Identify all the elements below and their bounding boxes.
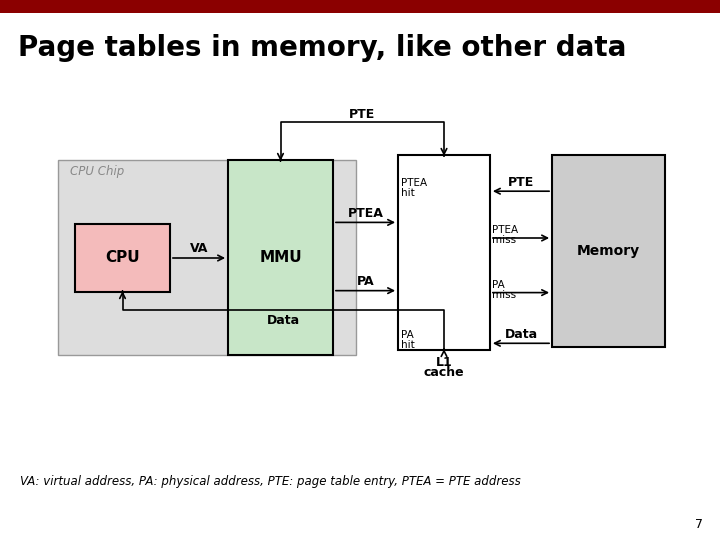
Bar — [75, 224, 170, 292]
Text: VA: virtual address, PA: physical address, PTE: page table entry, PTEA = PTE add: VA: virtual address, PA: physical addres… — [20, 476, 521, 489]
Text: miss: miss — [492, 235, 516, 245]
Text: VA: VA — [190, 242, 208, 255]
Text: Seoul National University: Seoul National University — [567, 2, 708, 12]
Text: PA: PA — [492, 280, 505, 289]
Bar — [58, 160, 356, 355]
Text: 7: 7 — [695, 517, 703, 530]
Text: PTE: PTE — [349, 107, 375, 120]
Bar — [228, 160, 333, 355]
Text: PTEA: PTEA — [492, 225, 518, 235]
Text: MMU: MMU — [259, 250, 302, 265]
Text: Page tables in memory, like other data: Page tables in memory, like other data — [18, 34, 626, 62]
Text: PTEA: PTEA — [348, 207, 384, 220]
Text: cache: cache — [423, 367, 464, 380]
Text: CPU Chip: CPU Chip — [70, 165, 125, 179]
Bar — [398, 155, 490, 350]
Text: hit: hit — [401, 188, 415, 198]
Text: L1: L1 — [436, 355, 452, 368]
Text: Memory: Memory — [577, 244, 640, 258]
Text: CPU: CPU — [105, 251, 140, 266]
Text: hit: hit — [401, 340, 415, 350]
Text: PA: PA — [401, 330, 414, 340]
Text: PA: PA — [356, 275, 374, 288]
Text: PTEA: PTEA — [401, 178, 427, 188]
Text: Data: Data — [266, 314, 300, 327]
Bar — [552, 155, 665, 347]
Text: PTE: PTE — [508, 176, 534, 188]
Bar — [0, 0, 720, 13]
Text: Data: Data — [505, 328, 538, 341]
Text: miss: miss — [492, 289, 516, 300]
